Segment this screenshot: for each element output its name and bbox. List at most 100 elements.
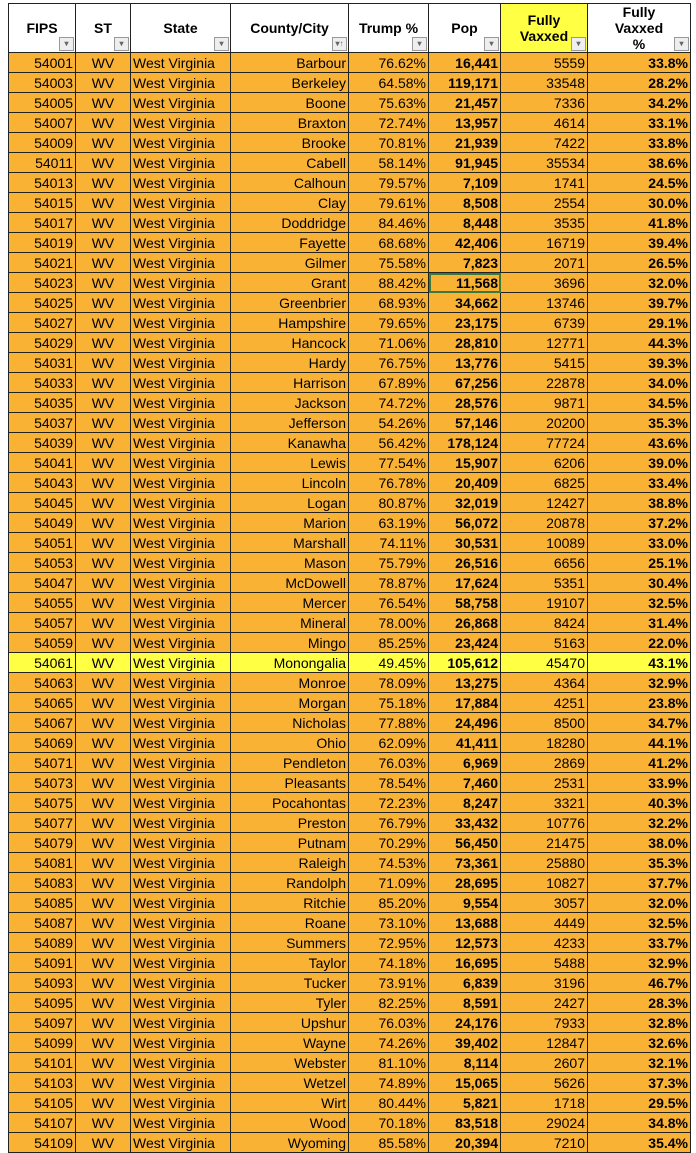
cell-fully-vaxxed[interactable]: 2554 bbox=[500, 192, 588, 213]
cell-st[interactable]: WV bbox=[75, 672, 131, 693]
filter-dropdown-icon[interactable]: ▾ bbox=[214, 37, 229, 51]
cell-county-city[interactable]: Brooke bbox=[230, 132, 349, 153]
column-header-fips[interactable]: FIPS ▾ bbox=[8, 3, 76, 53]
cell-trump-pct[interactable]: 58.14% bbox=[348, 152, 429, 173]
cell-trump-pct[interactable]: 78.54% bbox=[348, 772, 429, 793]
cell-county-city[interactable]: Wyoming bbox=[230, 1132, 349, 1153]
cell-fully-vaxxed[interactable]: 12847 bbox=[500, 1032, 588, 1053]
cell-fully-vaxxed-pct[interactable]: 32.0% bbox=[587, 272, 691, 293]
cell-state[interactable]: West Virginia bbox=[130, 192, 231, 213]
cell-fips[interactable]: 54101 bbox=[8, 1052, 76, 1073]
cell-pop[interactable]: 28,576 bbox=[428, 392, 501, 413]
cell-pop[interactable]: 28,810 bbox=[428, 332, 501, 353]
cell-county-city[interactable]: Cabell bbox=[230, 152, 349, 173]
cell-pop[interactable]: 12,573 bbox=[428, 932, 501, 953]
cell-fips[interactable]: 54049 bbox=[8, 512, 76, 533]
cell-pop[interactable]: 24,496 bbox=[428, 712, 501, 733]
cell-state[interactable]: West Virginia bbox=[130, 512, 231, 533]
cell-pop[interactable]: 34,662 bbox=[428, 292, 501, 313]
cell-fully-vaxxed[interactable]: 3696 bbox=[500, 272, 588, 293]
cell-pop[interactable]: 33,432 bbox=[428, 812, 501, 833]
cell-fully-vaxxed[interactable]: 35534 bbox=[500, 152, 588, 173]
cell-fully-vaxxed-pct[interactable]: 30.4% bbox=[587, 572, 691, 593]
cell-fips[interactable]: 54089 bbox=[8, 932, 76, 953]
cell-state[interactable]: West Virginia bbox=[130, 72, 231, 93]
cell-pop[interactable]: 20,394 bbox=[428, 1132, 501, 1153]
cell-state[interactable]: West Virginia bbox=[130, 232, 231, 253]
cell-st[interactable]: WV bbox=[75, 1032, 131, 1053]
cell-county-city[interactable]: Pendleton bbox=[230, 752, 349, 773]
cell-fully-vaxxed[interactable]: 4449 bbox=[500, 912, 588, 933]
cell-trump-pct[interactable]: 74.18% bbox=[348, 952, 429, 973]
cell-fips[interactable]: 54069 bbox=[8, 732, 76, 753]
cell-trump-pct[interactable]: 75.18% bbox=[348, 692, 429, 713]
cell-fully-vaxxed-pct[interactable]: 31.4% bbox=[587, 612, 691, 633]
cell-pop[interactable]: 91,945 bbox=[428, 152, 501, 173]
cell-st[interactable]: WV bbox=[75, 392, 131, 413]
cell-fips[interactable]: 54031 bbox=[8, 352, 76, 373]
cell-trump-pct[interactable]: 73.91% bbox=[348, 972, 429, 993]
cell-county-city[interactable]: Mercer bbox=[230, 592, 349, 613]
cell-fips[interactable]: 54055 bbox=[8, 592, 76, 613]
cell-fully-vaxxed-pct[interactable]: 32.2% bbox=[587, 812, 691, 833]
column-header-state[interactable]: State ▾ bbox=[130, 3, 231, 53]
cell-state[interactable]: West Virginia bbox=[130, 332, 231, 353]
cell-fully-vaxxed-pct[interactable]: 28.3% bbox=[587, 992, 691, 1013]
cell-fully-vaxxed-pct[interactable]: 23.8% bbox=[587, 692, 691, 713]
cell-fully-vaxxed-pct[interactable]: 34.2% bbox=[587, 92, 691, 113]
cell-pop[interactable]: 105,612 bbox=[428, 652, 501, 673]
cell-state[interactable]: West Virginia bbox=[130, 432, 231, 453]
cell-st[interactable]: WV bbox=[75, 812, 131, 833]
cell-trump-pct[interactable]: 74.26% bbox=[348, 1032, 429, 1053]
cell-fully-vaxxed[interactable]: 3321 bbox=[500, 792, 588, 813]
cell-trump-pct[interactable]: 74.89% bbox=[348, 1072, 429, 1093]
cell-county-city[interactable]: Wirt bbox=[230, 1092, 349, 1113]
cell-trump-pct[interactable]: 54.26% bbox=[348, 412, 429, 433]
cell-county-city[interactable]: Wetzel bbox=[230, 1072, 349, 1093]
cell-state[interactable]: West Virginia bbox=[130, 292, 231, 313]
cell-st[interactable]: WV bbox=[75, 512, 131, 533]
cell-fully-vaxxed[interactable]: 18280 bbox=[500, 732, 588, 753]
cell-county-city[interactable]: Hampshire bbox=[230, 312, 349, 333]
cell-st[interactable]: WV bbox=[75, 112, 131, 133]
cell-county-city[interactable]: Hancock bbox=[230, 332, 349, 353]
cell-fully-vaxxed-pct[interactable]: 34.0% bbox=[587, 372, 691, 393]
cell-county-city[interactable]: Tyler bbox=[230, 992, 349, 1013]
cell-pop[interactable]: 21,457 bbox=[428, 92, 501, 113]
cell-fully-vaxxed-pct[interactable]: 24.5% bbox=[587, 172, 691, 193]
cell-st[interactable]: WV bbox=[75, 172, 131, 193]
cell-county-city[interactable]: McDowell bbox=[230, 572, 349, 593]
cell-st[interactable]: WV bbox=[75, 132, 131, 153]
cell-fips[interactable]: 54057 bbox=[8, 612, 76, 633]
cell-state[interactable]: West Virginia bbox=[130, 812, 231, 833]
cell-trump-pct[interactable]: 84.46% bbox=[348, 212, 429, 233]
cell-fully-vaxxed-pct[interactable]: 25.1% bbox=[587, 552, 691, 573]
cell-fully-vaxxed-pct[interactable]: 44.1% bbox=[587, 732, 691, 753]
cell-pop[interactable]: 16,695 bbox=[428, 952, 501, 973]
cell-trump-pct[interactable]: 68.68% bbox=[348, 232, 429, 253]
cell-pop[interactable]: 83,518 bbox=[428, 1112, 501, 1133]
cell-pop[interactable]: 67,256 bbox=[428, 372, 501, 393]
cell-state[interactable]: West Virginia bbox=[130, 1132, 231, 1153]
cell-fully-vaxxed[interactable]: 8424 bbox=[500, 612, 588, 633]
cell-county-city[interactable]: Monongalia bbox=[230, 652, 349, 673]
column-header-pop[interactable]: Pop ▾ bbox=[428, 3, 501, 53]
cell-state[interactable]: West Virginia bbox=[130, 572, 231, 593]
cell-county-city[interactable]: Roane bbox=[230, 912, 349, 933]
cell-trump-pct[interactable]: 76.62% bbox=[348, 52, 429, 73]
cell-county-city[interactable]: Webster bbox=[230, 1052, 349, 1073]
cell-fully-vaxxed-pct[interactable]: 43.1% bbox=[587, 652, 691, 673]
filter-dropdown-icon[interactable]: ▾ bbox=[114, 37, 129, 51]
cell-st[interactable]: WV bbox=[75, 792, 131, 813]
cell-st[interactable]: WV bbox=[75, 572, 131, 593]
cell-st[interactable]: WV bbox=[75, 912, 131, 933]
cell-st[interactable]: WV bbox=[75, 1012, 131, 1033]
cell-trump-pct[interactable]: 85.25% bbox=[348, 632, 429, 653]
cell-fully-vaxxed[interactable]: 2071 bbox=[500, 252, 588, 273]
cell-trump-pct[interactable]: 63.19% bbox=[348, 512, 429, 533]
cell-fips[interactable]: 54013 bbox=[8, 172, 76, 193]
cell-fully-vaxxed-pct[interactable]: 33.1% bbox=[587, 112, 691, 133]
cell-st[interactable]: WV bbox=[75, 892, 131, 913]
cell-fully-vaxxed[interactable]: 5415 bbox=[500, 352, 588, 373]
cell-fully-vaxxed[interactable]: 4364 bbox=[500, 672, 588, 693]
